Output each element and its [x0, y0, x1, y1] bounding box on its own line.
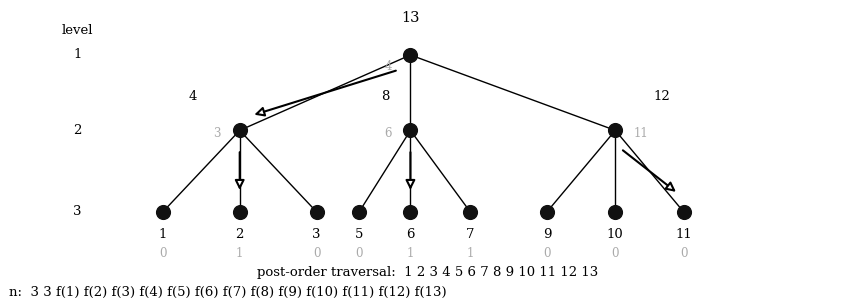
- Text: 1: 1: [236, 247, 244, 259]
- Text: post-order traversal:  1 2 3 4 5 6 7 8 9 10 11 12 13: post-order traversal: 1 2 3 4 5 6 7 8 9 …: [256, 266, 598, 279]
- Text: 0: 0: [159, 247, 167, 259]
- Text: 12: 12: [654, 90, 670, 103]
- Text: 6: 6: [406, 228, 415, 241]
- Text: 3: 3: [214, 127, 221, 140]
- Text: 11: 11: [634, 127, 649, 140]
- Text: 11: 11: [675, 228, 692, 241]
- Text: 10: 10: [607, 228, 623, 241]
- Text: 0: 0: [680, 247, 687, 259]
- Text: 1: 1: [467, 247, 474, 259]
- Text: 9: 9: [543, 228, 551, 241]
- Text: 8: 8: [380, 90, 389, 103]
- Text: 1: 1: [407, 247, 414, 259]
- Text: 3: 3: [312, 228, 321, 241]
- Text: 2: 2: [74, 124, 82, 137]
- Text: 1: 1: [74, 48, 82, 62]
- Text: 2: 2: [235, 228, 244, 241]
- Text: 0: 0: [313, 247, 321, 259]
- Text: 0: 0: [611, 247, 619, 259]
- Text: 0: 0: [356, 247, 363, 259]
- Text: 0: 0: [543, 247, 551, 259]
- Text: 4: 4: [384, 59, 392, 72]
- Text: 1: 1: [159, 228, 167, 241]
- Text: 6: 6: [384, 127, 392, 140]
- Text: 4: 4: [189, 90, 197, 103]
- Text: 5: 5: [355, 228, 363, 241]
- Text: n:  3 3 f(1) f(2) f(3) f(4) f(5) f(6) f(7) f(8) f(9) f(10) f(11) f(12) f(13): n: 3 3 f(1) f(2) f(3) f(4) f(5) f(6) f(7…: [9, 286, 447, 299]
- Text: 3: 3: [74, 205, 82, 218]
- Text: 7: 7: [466, 228, 475, 241]
- Text: level: level: [62, 24, 93, 37]
- Text: 13: 13: [401, 11, 420, 25]
